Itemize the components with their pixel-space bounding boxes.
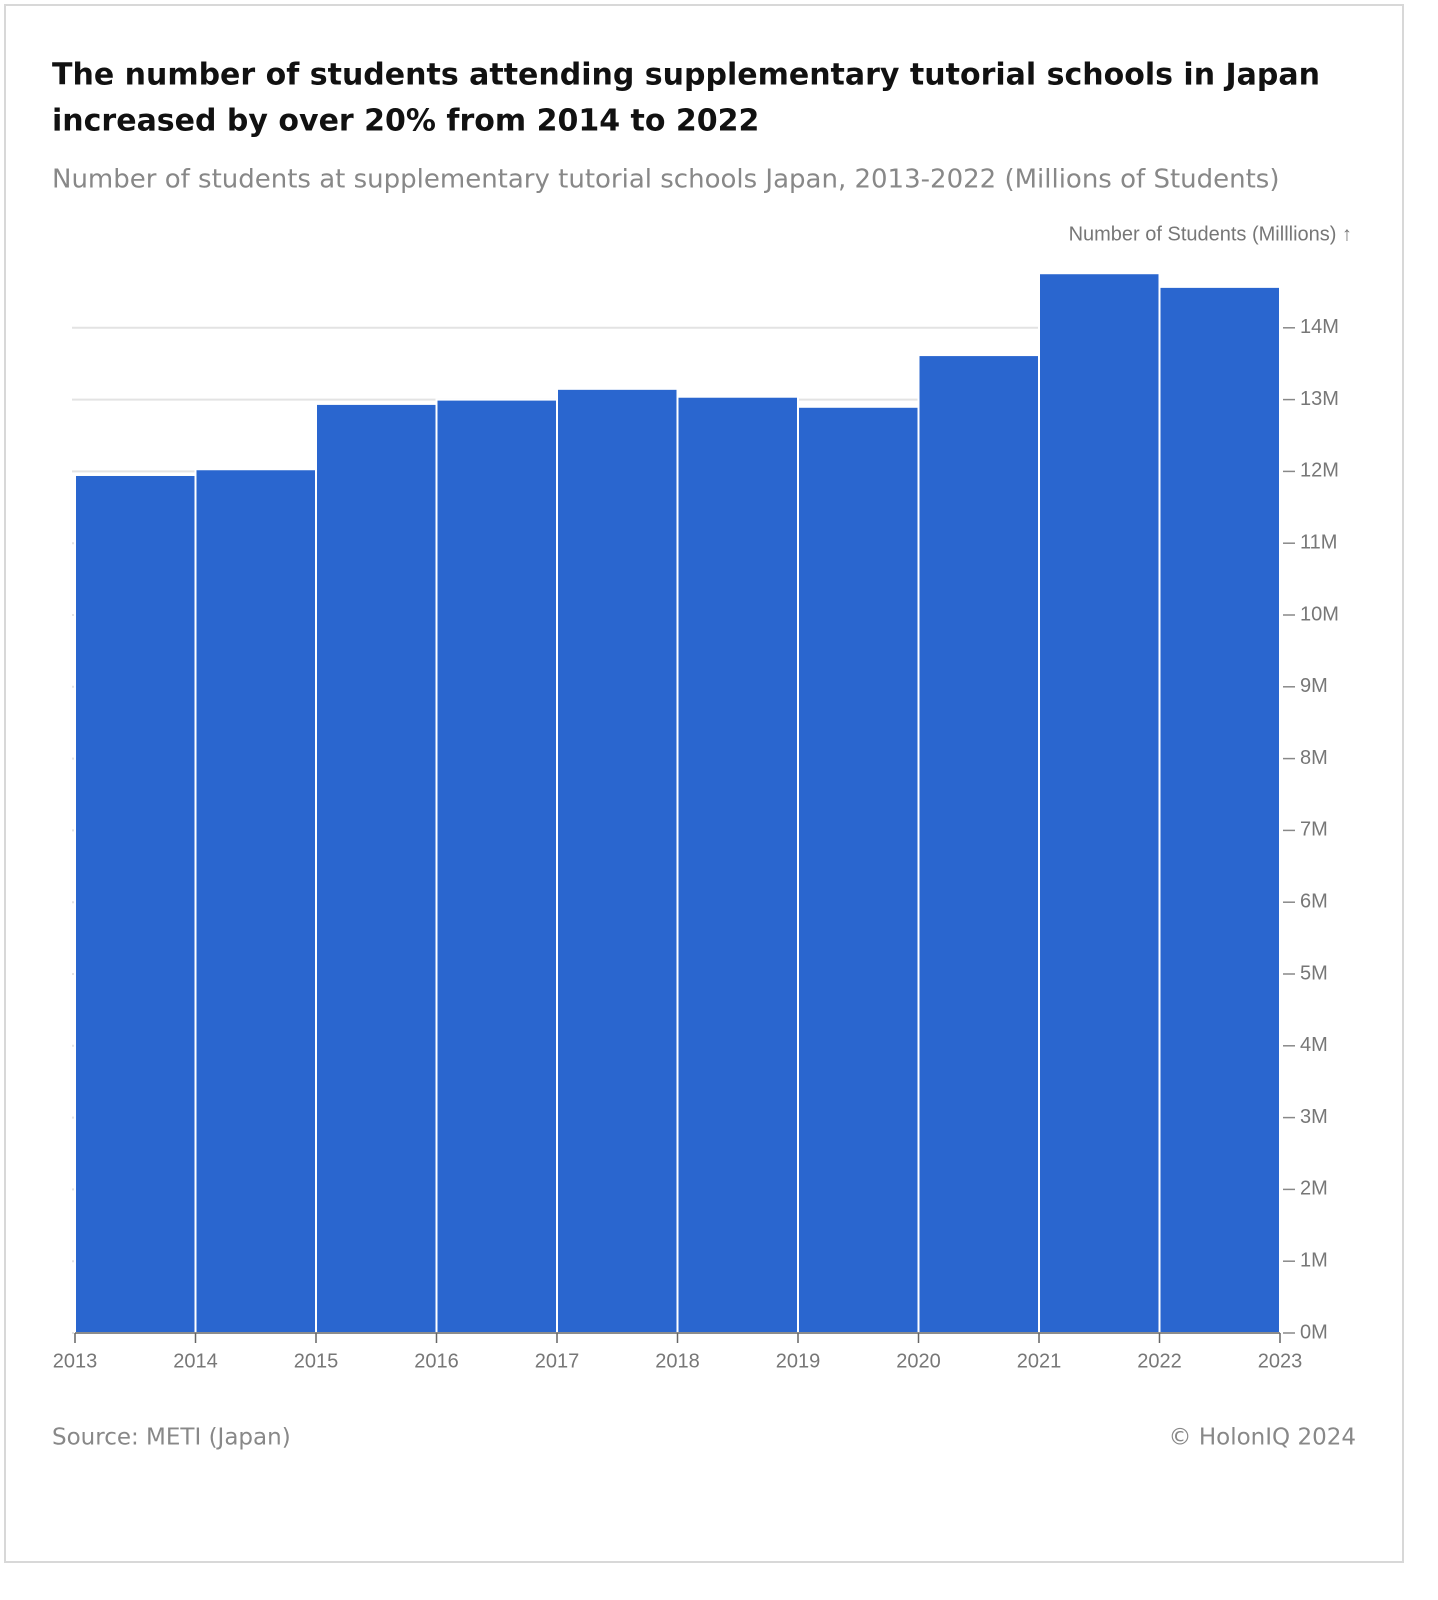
chart-subtitle: Number of students at supplementary tuto… (52, 165, 1279, 195)
chart-title: The number of students attending supplem… (52, 58, 1320, 93)
y-tick-label: 10M (1300, 603, 1339, 625)
x-tick-label: 2023 (1258, 1350, 1303, 1372)
x-tick-label: 2017 (535, 1350, 580, 1372)
x-tick-label: 2021 (1017, 1350, 1062, 1372)
x-tick-label: 2015 (294, 1350, 339, 1372)
y-tick-label: 9M (1300, 675, 1328, 697)
y-tick-label: 0M (1300, 1321, 1328, 1343)
chart-title: increased by over 20% from 2014 to 2022 (52, 104, 759, 139)
source: Source: METI (Japan) (52, 1425, 291, 1451)
y-tick-label: 5M (1300, 962, 1328, 984)
bar (917, 354, 1040, 1335)
y-tick-label: 7M (1300, 819, 1328, 841)
bar (797, 405, 920, 1334)
y-tick-label: 1M (1300, 1249, 1328, 1271)
bar (1038, 272, 1161, 1334)
y-tick-label: 11M (1300, 531, 1337, 553)
y-tick-label: 4M (1300, 1034, 1328, 1056)
bar (74, 473, 197, 1334)
bar (556, 387, 679, 1334)
credit: © HolonIQ 2024 (1169, 1425, 1356, 1451)
y-tick-label: 13M (1300, 388, 1339, 410)
x-tick-label: 2013 (53, 1350, 98, 1372)
x-tick-label: 2020 (896, 1350, 941, 1372)
y-tick-label: 3M (1300, 1106, 1328, 1128)
x-tick-label: 2014 (173, 1350, 218, 1372)
bar (315, 402, 438, 1334)
y-tick-label: 14M (1300, 316, 1339, 338)
y-tick-label: 2M (1300, 1178, 1328, 1200)
x-tick-label: 2022 (1137, 1350, 1182, 1372)
bar (435, 398, 558, 1335)
bar (1158, 285, 1281, 1334)
y-tick-label: 6M (1300, 890, 1328, 912)
x-tick-label: 2019 (776, 1350, 821, 1372)
y-tick-label: 12M (1300, 460, 1339, 482)
x-tick-label: 2018 (655, 1350, 700, 1372)
x-tick-label: 2016 (414, 1350, 459, 1372)
bar (194, 468, 317, 1335)
y-tick-label: 8M (1300, 747, 1328, 769)
bar (676, 395, 799, 1334)
y-axis-label: Number of Students (Milllions) ↑ (1069, 223, 1352, 245)
